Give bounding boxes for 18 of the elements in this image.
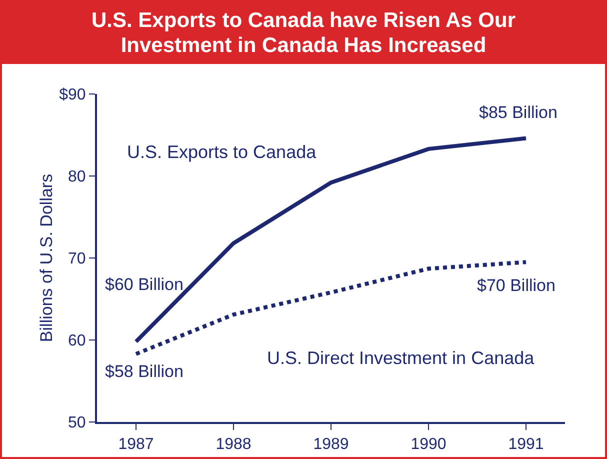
y-tick-label: 50 — [68, 414, 86, 432]
y-axis-title: Billions of U.S. Dollars — [37, 174, 56, 342]
data-label: $70 Billion — [477, 276, 556, 295]
x-tick-label: 1990 — [410, 436, 446, 454]
data-label: $58 Billion — [105, 362, 184, 381]
chart-title: U.S. Exports to Canada have Risen As Our Investment in Canada Has Increased — [2, 2, 605, 64]
x-tick-label: 1987 — [118, 436, 154, 454]
y-tick-label: 80 — [68, 168, 86, 186]
data-label: $60 Billion — [105, 275, 184, 294]
text: U.S. Direct Investment in Canada — [267, 348, 536, 368]
y-tick-label: 60 — [68, 332, 86, 350]
x-tick-label: 1991 — [508, 436, 544, 454]
y-tick-label: 70 — [68, 250, 86, 268]
x-tick-label: 1989 — [313, 436, 349, 454]
y-tick-label: $90 — [59, 86, 86, 104]
data-label: $85 Billion — [479, 103, 558, 122]
x-tick-label: 1988 — [216, 436, 252, 454]
series-label: U.S. Exports to Canada — [127, 142, 318, 162]
